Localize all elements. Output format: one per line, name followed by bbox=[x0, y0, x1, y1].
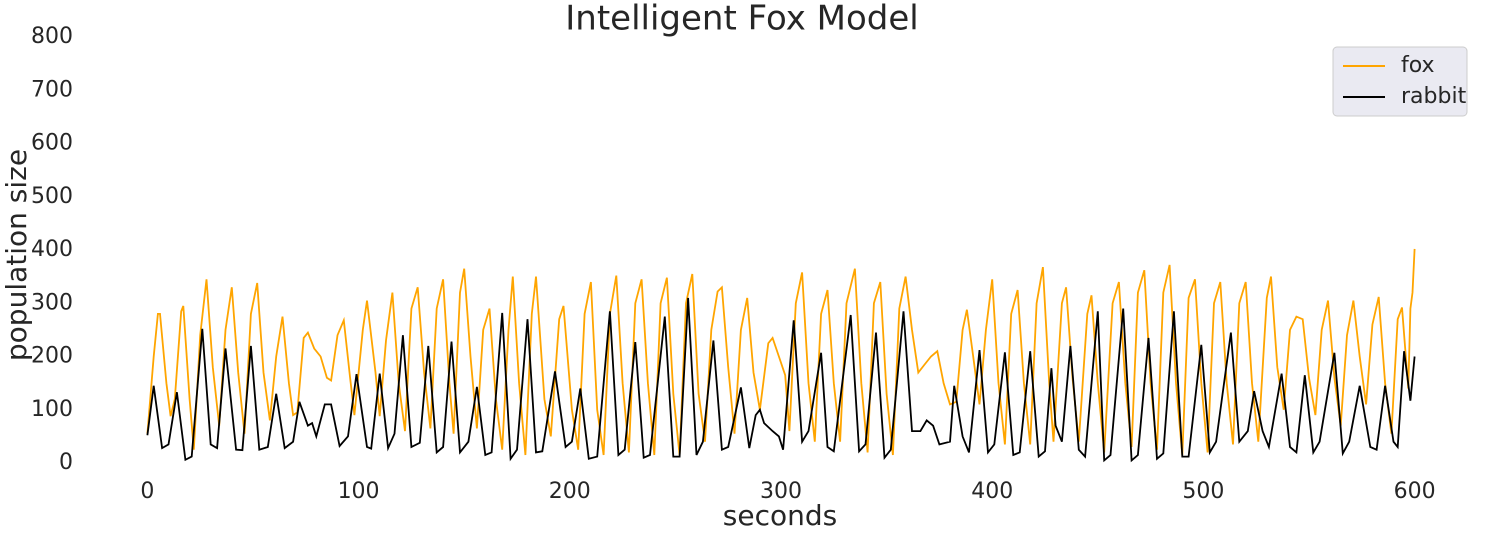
y-tick-label: 300 bbox=[31, 290, 73, 315]
y-tick-label: 100 bbox=[31, 397, 73, 422]
legend-label: fox bbox=[1401, 53, 1435, 78]
y-axis-label: population size bbox=[0, 149, 33, 361]
x-tick-label: 200 bbox=[549, 479, 591, 504]
x-tick-label: 0 bbox=[140, 479, 154, 504]
legend: fox rabbit bbox=[1332, 46, 1468, 117]
x-tick-label: 500 bbox=[1182, 479, 1224, 504]
series-line bbox=[146, 248, 1416, 456]
x-axis-label: seconds bbox=[723, 499, 837, 532]
y-tick-label: 800 bbox=[31, 24, 73, 49]
y-tick-label: 500 bbox=[31, 184, 73, 209]
x-tick-label: 400 bbox=[971, 479, 1013, 504]
x-tick-label: 600 bbox=[1394, 479, 1436, 504]
legend-label: rabbit bbox=[1401, 84, 1467, 109]
x-tick-label: 300 bbox=[760, 479, 802, 504]
y-tick-label: 0 bbox=[59, 450, 73, 475]
legend-box bbox=[1332, 46, 1468, 117]
series-line bbox=[146, 297, 1416, 463]
y-tick-label: 700 bbox=[31, 77, 73, 102]
chart-title: Intelligent Fox Model bbox=[565, 0, 918, 39]
y-tick-label: 400 bbox=[31, 237, 73, 262]
x-tick-label: 100 bbox=[338, 479, 380, 504]
y-tick-label: 600 bbox=[31, 131, 73, 156]
y-tick-label: 200 bbox=[31, 344, 73, 369]
